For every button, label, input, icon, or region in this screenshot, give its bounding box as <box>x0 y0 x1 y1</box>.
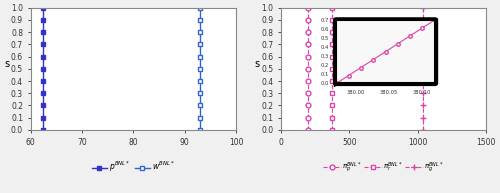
$\pi_r^{BNL*}$ <box>329 117 335 119</box>
$p^{BNL*}$ <box>40 117 46 119</box>
Line: $p^{BNL*}$: $p^{BNL*}$ <box>41 5 46 132</box>
$p^{BNL*}$ <box>40 19 46 21</box>
$p^{BNL*}$ <box>40 92 46 94</box>
$\pi_r^{BNL*}$ <box>329 19 335 21</box>
$\pi_p^{BNL*}$ <box>305 80 311 82</box>
$p^{BNL*}$ <box>40 7 46 9</box>
$p^{BNL*}$ <box>40 80 46 82</box>
$\pi_r^{BNL*}$ <box>329 92 335 94</box>
Line: $\pi_g^{BNL*}$: $\pi_g^{BNL*}$ <box>420 5 426 133</box>
$\pi_p^{BNL*}$ <box>305 92 311 94</box>
$\pi_p^{BNL*}$ <box>305 117 311 119</box>
$w^{BNL*}$ <box>197 43 203 46</box>
$\pi_r^{BNL*}$ <box>329 31 335 33</box>
$\pi_r^{BNL*}$ <box>329 104 335 107</box>
Line: $\pi_p^{BNL*}$: $\pi_p^{BNL*}$ <box>306 5 310 132</box>
$\pi_p^{BNL*}$ <box>305 104 311 107</box>
Y-axis label: s: s <box>4 59 10 69</box>
$\pi_p^{BNL*}$ <box>305 55 311 58</box>
$\pi_p^{BNL*}$ <box>305 68 311 70</box>
$p^{BNL*}$ <box>40 43 46 46</box>
$\pi_g^{BNL*}$ <box>420 19 426 21</box>
$\pi_g^{BNL*}$ <box>420 31 426 33</box>
$\pi_g^{BNL*}$ <box>420 129 426 131</box>
$\pi_p^{BNL*}$ <box>305 43 311 46</box>
$\pi_r^{BNL*}$ <box>329 129 335 131</box>
$p^{BNL*}$ <box>40 68 46 70</box>
$\pi_g^{BNL*}$ <box>420 104 426 107</box>
$\pi_r^{BNL*}$ <box>329 55 335 58</box>
$\pi_g^{BNL*}$ <box>420 68 426 70</box>
Legend: $\pi_p^{BNL*}$, $\pi_r^{BNL*}$, $\pi_g^{BNL*}$: $\pi_p^{BNL*}$, $\pi_r^{BNL*}$, $\pi_g^{… <box>320 158 446 178</box>
Y-axis label: s: s <box>254 59 260 69</box>
$\pi_r^{BNL*}$ <box>329 68 335 70</box>
$\pi_r^{BNL*}$ <box>329 43 335 46</box>
$\pi_r^{BNL*}$ <box>329 7 335 9</box>
$\pi_p^{BNL*}$ <box>305 7 311 9</box>
$\pi_g^{BNL*}$ <box>420 80 426 82</box>
$\pi_g^{BNL*}$ <box>420 55 426 58</box>
$\pi_g^{BNL*}$ <box>420 92 426 94</box>
$w^{BNL*}$ <box>197 68 203 70</box>
$p^{BNL*}$ <box>40 104 46 107</box>
$p^{BNL*}$ <box>40 55 46 58</box>
$w^{BNL*}$ <box>197 129 203 131</box>
$\pi_p^{BNL*}$ <box>305 129 311 131</box>
$w^{BNL*}$ <box>197 80 203 82</box>
$\pi_g^{BNL*}$ <box>420 117 426 119</box>
Line: $\pi_r^{BNL*}$: $\pi_r^{BNL*}$ <box>330 5 334 132</box>
$w^{BNL*}$ <box>197 117 203 119</box>
$\pi_g^{BNL*}$ <box>420 7 426 9</box>
$p^{BNL*}$ <box>40 129 46 131</box>
Legend: $p^{BNL*}$, $w^{BNL*}$: $p^{BNL*}$, $w^{BNL*}$ <box>88 157 178 177</box>
$w^{BNL*}$ <box>197 31 203 33</box>
$p^{BNL*}$ <box>40 31 46 33</box>
$\pi_p^{BNL*}$ <box>305 19 311 21</box>
Line: $w^{BNL*}$: $w^{BNL*}$ <box>198 5 202 132</box>
$w^{BNL*}$ <box>197 19 203 21</box>
$\pi_p^{BNL*}$ <box>305 31 311 33</box>
$\pi_g^{BNL*}$ <box>420 43 426 46</box>
$w^{BNL*}$ <box>197 7 203 9</box>
$w^{BNL*}$ <box>197 55 203 58</box>
$\pi_r^{BNL*}$ <box>329 80 335 82</box>
$w^{BNL*}$ <box>197 92 203 94</box>
$w^{BNL*}$ <box>197 104 203 107</box>
